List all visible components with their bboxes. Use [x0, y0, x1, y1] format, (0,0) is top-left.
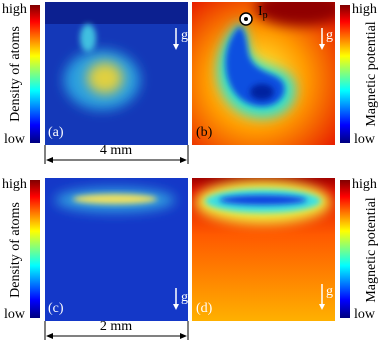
colorbar	[30, 5, 40, 143]
current-label: Ip	[258, 4, 268, 21]
panel-label: (d)	[196, 301, 213, 316]
colorbar-low: low	[354, 132, 376, 147]
colorbar	[340, 5, 350, 143]
scale-label: 4 mm	[100, 143, 132, 158]
colorbar-high: high	[2, 2, 27, 17]
colorbar-low: low	[354, 307, 376, 322]
scale-label: 2 mm	[100, 319, 132, 334]
colorbar-label: Density of atoms	[8, 202, 23, 298]
gravity-label: g	[326, 284, 333, 299]
gravity-label: g	[181, 28, 188, 43]
panel-label: (c)	[48, 301, 64, 316]
colorbar-low: low	[4, 132, 26, 147]
colorbar-label: Magnetic potential	[364, 197, 379, 302]
gravity-label: g	[326, 28, 333, 43]
colorbar-high: high	[352, 2, 377, 17]
panel-c	[45, 178, 188, 321]
arrowhead	[173, 304, 179, 310]
current-dot	[244, 17, 248, 21]
panel-label: (a)	[48, 125, 64, 140]
arrowhead	[319, 304, 325, 310]
panel-d	[192, 178, 335, 321]
panel-b	[192, 2, 335, 145]
colorbar-low: low	[4, 307, 26, 322]
gravity-label: g	[181, 290, 188, 305]
colorbar	[340, 180, 350, 318]
current-subscript: p	[263, 10, 268, 21]
colorbar-high: high	[2, 177, 27, 192]
colorbar-high: high	[352, 177, 377, 192]
current-symbol: I	[258, 4, 263, 19]
panel-a	[45, 2, 188, 145]
colorbar-label: Density of atoms	[8, 26, 23, 122]
colorbar-label: Magnetic potential	[364, 21, 379, 126]
arrowhead	[319, 44, 325, 50]
arrowhead	[173, 44, 179, 50]
colorbar	[30, 180, 40, 318]
panel-label: (b)	[196, 125, 213, 140]
